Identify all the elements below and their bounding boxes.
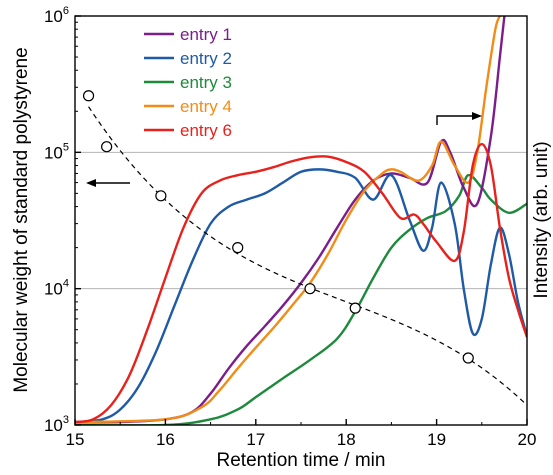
y-axis-title-left: Molecular weight of standard polystyrene — [11, 47, 32, 392]
x-tick-label: 18 — [337, 430, 356, 449]
y-tick-label: 105 — [44, 141, 69, 162]
y-tick-label: 103 — [44, 414, 69, 435]
x-tick-label: 17 — [246, 430, 265, 449]
series-line-entry-2 — [75, 168, 527, 424]
plot-frame — [74, 15, 528, 426]
calibration-point — [155, 190, 167, 202]
x-tick-label: 19 — [427, 430, 446, 449]
x-tick-label: 20 — [518, 430, 537, 449]
legend-label: entry 1 — [180, 25, 232, 44]
legend-label: entry 3 — [180, 73, 232, 92]
calibration-point — [304, 283, 316, 295]
legend-label: entry 2 — [180, 49, 232, 68]
x-axis: 15 16 17 18 19 20 — [66, 419, 537, 449]
series-line-entry-6 — [75, 142, 527, 424]
legend-label: entry 6 — [180, 121, 232, 140]
arrow-right-annotation — [436, 112, 482, 125]
calibration-point — [462, 352, 474, 364]
x-tick-label: 16 — [156, 430, 175, 449]
calibration-point — [349, 302, 361, 314]
calibration-point — [82, 90, 95, 102]
y-axis-left: 103 104 105 106 — [44, 5, 81, 435]
y-tick-label: 106 — [44, 5, 69, 26]
series-line-entry-3 — [75, 173, 527, 425]
x-tick-label: 15 — [66, 430, 85, 449]
calibration-point — [101, 141, 113, 153]
arrow-left-annotation — [86, 179, 130, 187]
grid — [75, 151, 527, 290]
legend: entry 1 entry 2 entry 3 entry 4 entry 6 — [144, 25, 232, 140]
series-line-entry-4 — [75, 16, 502, 424]
legend-label: entry 4 — [180, 97, 232, 116]
y-tick-label: 104 — [44, 278, 69, 299]
x-axis-title: Retention time / min — [217, 450, 386, 471]
plot-series — [75, 16, 527, 425]
calibration-point — [232, 242, 244, 254]
series-line-entry-1 — [75, 16, 506, 424]
y-axis-title-right: Intensity (arb. unit) — [531, 141, 552, 298]
calibration-layer — [82, 90, 527, 405]
